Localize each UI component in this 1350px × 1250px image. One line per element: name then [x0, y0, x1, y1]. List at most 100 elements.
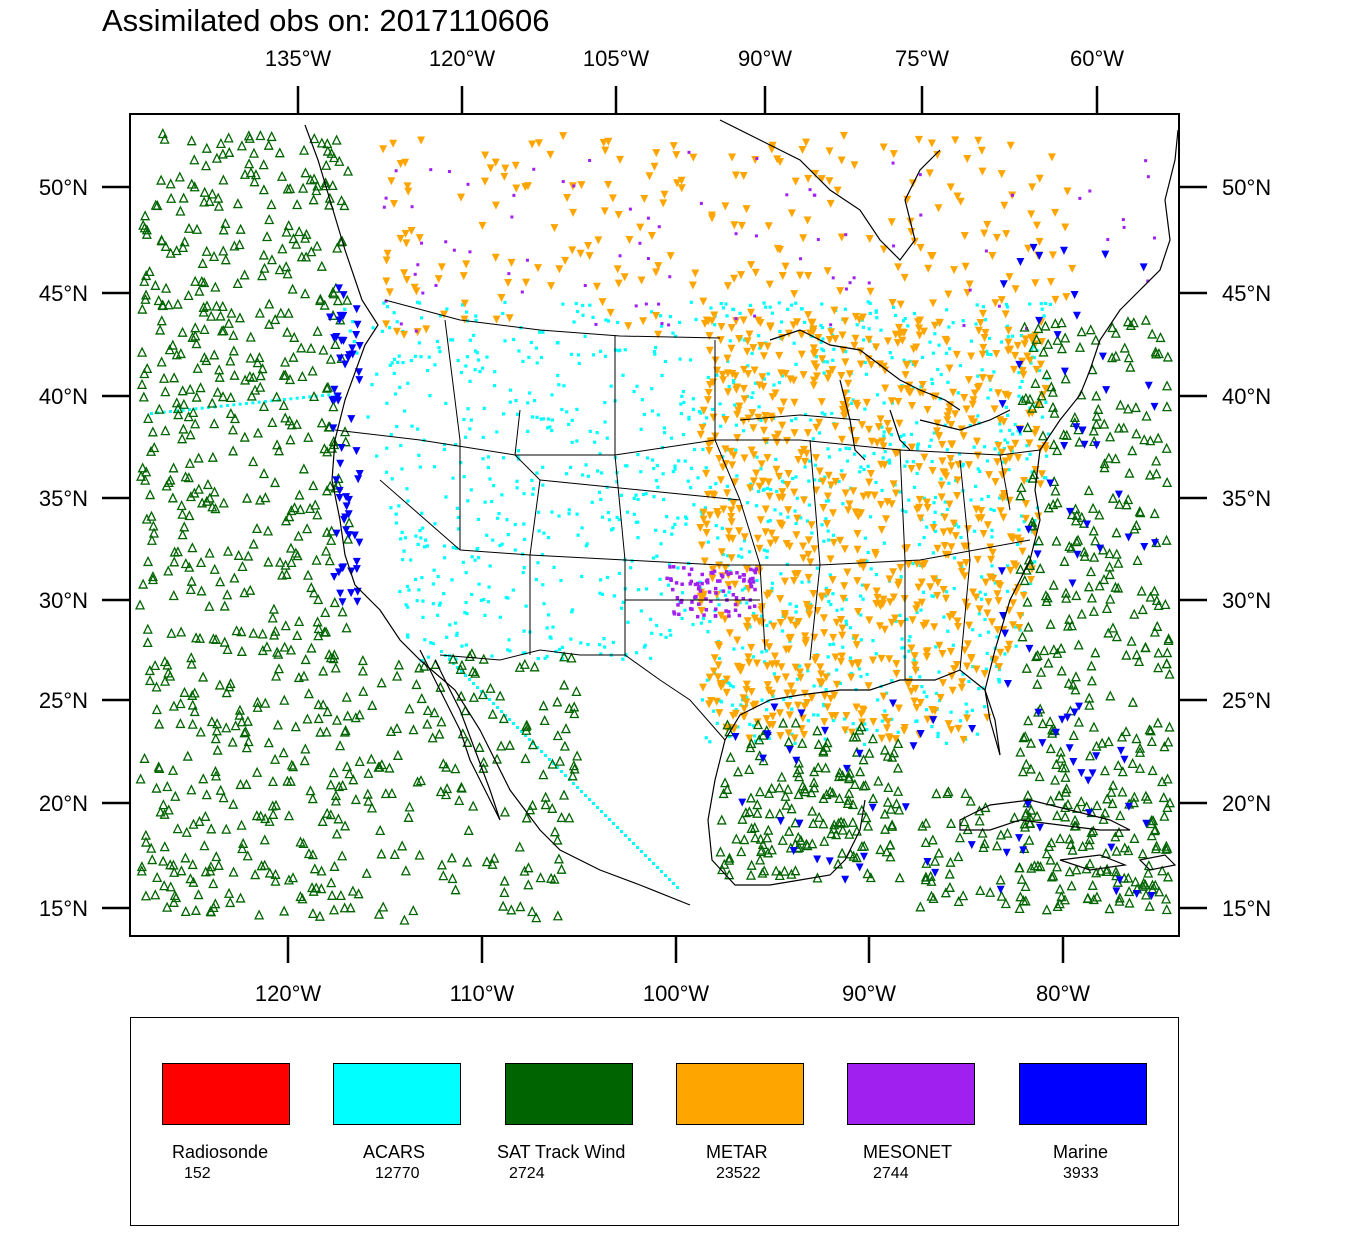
- obs-marker: [1143, 867, 1154, 878]
- obs-marker: [370, 383, 374, 387]
- obs-marker: [776, 245, 785, 254]
- obs-marker: [809, 325, 818, 334]
- obs-marker: [659, 632, 663, 637]
- obs-marker: [825, 786, 836, 797]
- obs-marker: [273, 648, 284, 659]
- obs-marker: [303, 431, 314, 442]
- obs-marker: [698, 589, 703, 593]
- obs-marker: [423, 538, 428, 542]
- obs-marker: [715, 846, 726, 857]
- obs-marker: [300, 288, 311, 299]
- obs-marker: [200, 406, 204, 410]
- obs-marker: [1134, 655, 1145, 667]
- obs-marker: [738, 575, 742, 579]
- obs-marker: [561, 180, 565, 184]
- obs-marker: [160, 240, 171, 251]
- obs-marker: [878, 437, 887, 446]
- obs-marker: [866, 470, 875, 479]
- obs-marker: [404, 703, 415, 714]
- obs-marker: [1056, 891, 1067, 902]
- obs-marker: [410, 205, 414, 209]
- obs-marker: [521, 278, 530, 287]
- obs-marker: [245, 584, 256, 595]
- obs-marker: [683, 459, 687, 463]
- obs-marker: [806, 329, 815, 338]
- obs-marker: [288, 233, 299, 244]
- obs-marker: [653, 346, 658, 350]
- obs-marker: [438, 601, 442, 605]
- obs-marker: [183, 472, 194, 483]
- obs-marker: [326, 877, 337, 888]
- obs-marker: [156, 174, 167, 185]
- obs-marker: [795, 668, 804, 677]
- obs-marker: [569, 208, 578, 217]
- obs-marker: [1059, 246, 1068, 255]
- obs-marker: [677, 459, 681, 463]
- obs-marker: [974, 326, 983, 335]
- obs-marker: [473, 558, 477, 562]
- obs-marker: [328, 401, 339, 412]
- obs-marker: [1000, 629, 1009, 638]
- obs-marker: [753, 739, 758, 743]
- obs-marker: [683, 608, 687, 612]
- obs-marker: [688, 358, 693, 362]
- obs-marker: [321, 382, 332, 393]
- obs-marker: [1076, 389, 1087, 400]
- obs-marker: [868, 656, 877, 665]
- obs-marker: [507, 258, 516, 267]
- obs-marker: [1015, 426, 1024, 435]
- obs-marker: [673, 334, 678, 338]
- obs-marker: [271, 391, 282, 402]
- obs-marker: [863, 820, 874, 831]
- obs-marker: [455, 631, 459, 635]
- obs-marker: [535, 361, 539, 365]
- obs-marker: [576, 309, 580, 314]
- obs-marker: [415, 234, 424, 243]
- obs-marker: [752, 659, 761, 668]
- obs-marker: [731, 709, 740, 718]
- obs-marker: [958, 890, 969, 901]
- obs-marker: [877, 654, 886, 663]
- obs-marker: [612, 822, 615, 825]
- obs-marker: [831, 533, 836, 537]
- obs-marker: [999, 513, 1008, 522]
- obs-marker: [423, 545, 427, 549]
- obs-marker: [984, 249, 988, 253]
- obs-marker: [700, 698, 705, 702]
- bottom-tick-label: 80°W: [1036, 981, 1090, 1006]
- obs-marker: [747, 688, 756, 697]
- obs-marker: [574, 301, 578, 306]
- obs-marker: [863, 407, 867, 411]
- obs-marker: [713, 323, 717, 327]
- obs-marker: [1088, 425, 1099, 436]
- obs-marker: [376, 677, 387, 688]
- obs-marker: [822, 673, 831, 682]
- obs-marker: [267, 612, 278, 623]
- obs-marker: [732, 647, 736, 651]
- obs-marker: [838, 331, 847, 340]
- obs-marker: [634, 651, 639, 655]
- obs-marker: [757, 838, 768, 849]
- obs-marker: [392, 327, 401, 336]
- obs-marker: [1031, 279, 1040, 288]
- obs-marker: [750, 351, 754, 356]
- obs-marker: [462, 417, 466, 422]
- obs-marker: [1082, 892, 1093, 904]
- obs-marker: [745, 792, 757, 803]
- obs-marker: [980, 801, 991, 813]
- obs-marker: [552, 696, 563, 707]
- obs-marker: [195, 726, 206, 737]
- obs-marker: [539, 355, 543, 360]
- obs-marker: [979, 837, 990, 849]
- obs-marker: [384, 299, 388, 303]
- obs-marker: [824, 471, 833, 480]
- obs-marker: [260, 492, 271, 503]
- obs-marker: [918, 380, 927, 389]
- obs-marker: [974, 815, 985, 826]
- obs-marker: [492, 702, 495, 705]
- obs-marker: [1025, 457, 1029, 461]
- obs-marker: [569, 763, 580, 774]
- obs-marker: [746, 364, 750, 368]
- obs-marker: [483, 613, 487, 617]
- obs-marker: [737, 813, 748, 824]
